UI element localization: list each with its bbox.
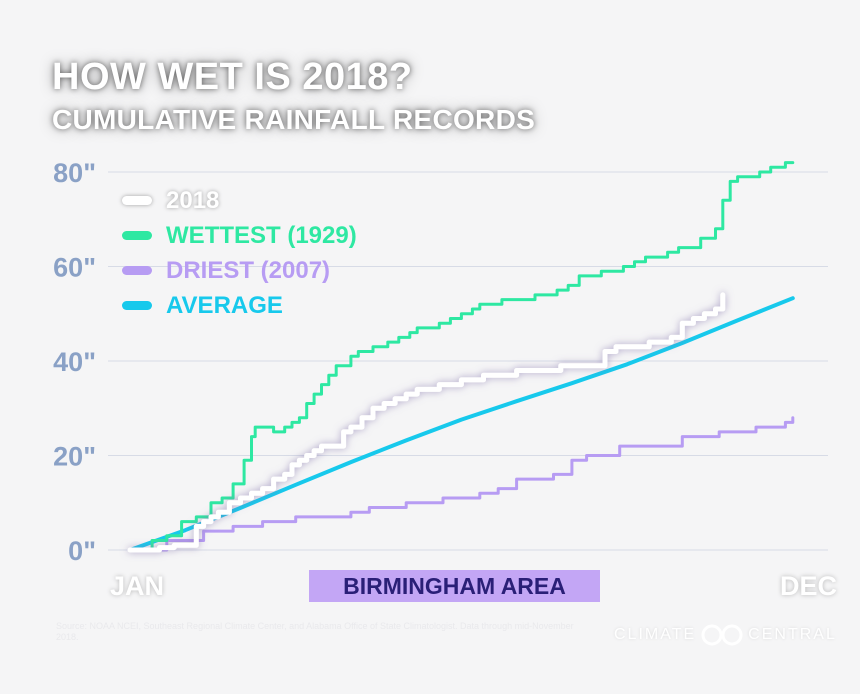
legend-label-2018: 2018 bbox=[166, 186, 220, 214]
x-tick-dec: DEC bbox=[780, 571, 838, 601]
y-tick-label-40: 40" bbox=[53, 347, 96, 377]
grid bbox=[108, 171, 828, 551]
series-line-average bbox=[128, 296, 795, 552]
series-line-driest-2007 bbox=[128, 416, 795, 552]
legend-label-driest: DRIEST (2007) bbox=[166, 256, 331, 284]
region-label: BIRMINGHAM AREA bbox=[309, 570, 600, 602]
legend-label-average: AVERAGE bbox=[166, 291, 283, 319]
legend-swatch-driest bbox=[122, 266, 152, 275]
legend-swatch-average bbox=[122, 301, 152, 310]
legend-swatch-2018 bbox=[122, 196, 152, 205]
chart-title: HOW WET IS 2018? bbox=[52, 56, 413, 98]
legend-item-driest: DRIEST (2007) bbox=[122, 253, 357, 288]
legend-swatch-wettest bbox=[122, 231, 152, 240]
legend: 2018 WETTEST (1929) DRIEST (2007) AVERAG… bbox=[122, 183, 357, 323]
legend-item-average: AVERAGE bbox=[122, 288, 357, 323]
climate-central-logo-icon bbox=[701, 624, 743, 646]
legend-item-wettest: WETTEST (1929) bbox=[122, 218, 357, 253]
source-note: Source: NOAA NCEI, Southeast Regional Cl… bbox=[56, 621, 574, 642]
climate-central-logo: CLIMATE CENTRAL bbox=[614, 624, 837, 646]
legend-label-wettest: WETTEST (1929) bbox=[166, 221, 357, 249]
brand-right-text: CENTRAL bbox=[748, 626, 837, 643]
y-axis-ticks: 0" 20" 40" 60" 80" bbox=[53, 158, 96, 566]
series-lines bbox=[127, 161, 795, 553]
x-tick-jan: JAN bbox=[110, 571, 165, 601]
series-line-wettest-1929 bbox=[128, 161, 795, 552]
chart-subtitle: CUMULATIVE RAINFALL RECORDS bbox=[52, 104, 536, 135]
brand-left-text: CLIMATE bbox=[614, 626, 697, 643]
y-tick-label-20: 20" bbox=[53, 442, 96, 472]
y-tick-label-60: 60" bbox=[53, 253, 96, 283]
series-line-2018 bbox=[127, 292, 726, 553]
y-tick-label-0: 0" bbox=[68, 536, 96, 566]
legend-item-2018: 2018 bbox=[122, 183, 357, 218]
y-tick-label-80: 80" bbox=[53, 158, 96, 188]
